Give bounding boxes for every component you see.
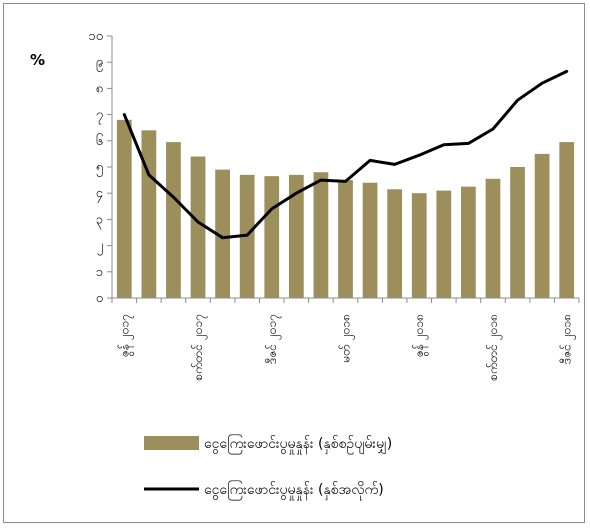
y-tick-label: ၉ xyxy=(96,55,103,72)
legend-item-line: ငွေကြေးဖောင်းပွမှုနှုန်း (နှစ်အလိုက်) xyxy=(144,481,384,500)
bar xyxy=(411,193,427,298)
bar xyxy=(362,182,378,298)
chart: ၀ ၁ ၂ ၃ ၄ ၅ ၆ ၇ ၈ ၉ ၁၀ ဇွန် ၂၀၁၇ စက်တင် ၂၀၁၇ ဒီဇင် ၂… xyxy=(30,29,580,500)
bar xyxy=(559,142,575,298)
bar xyxy=(141,130,157,298)
bar xyxy=(485,178,501,298)
bar xyxy=(166,142,181,298)
y-tick-label: ၄ xyxy=(96,186,104,203)
series-line xyxy=(122,69,569,240)
y-tick-label: ၀ xyxy=(96,291,103,306)
y-tick-label: ၇ xyxy=(96,108,103,125)
x-tick-label: ဒီဇင် ၂၀၁၈ xyxy=(559,314,577,364)
y-axis: ၀ ၁ ၂ ၃ ၄ ၅ ၆ ၇ ၈ ၉ ၁၀ xyxy=(88,29,113,306)
bar xyxy=(313,172,329,298)
bar xyxy=(461,186,476,298)
bar xyxy=(387,189,403,298)
bar xyxy=(116,119,132,298)
legend-swatch-bar xyxy=(144,436,199,450)
chart-frame: ၀ ၁ ၂ ၃ ၄ ၅ ၆ ၇ ၈ ၉ ၁၀ ဇွန် ၂၀၁၇ စက်တင် ၂၀၁၇ ဒီဇင် ၂… xyxy=(3,3,585,523)
x-tick-label: မတ် ၂၀၁၈ xyxy=(338,314,356,363)
x-axis: ဇွန် ၂၀၁၇ စက်တင် ၂၀၁၇ ဒီဇင် ၂၀၁၇ မတ် ၂၀၁၈ ဇွ… xyxy=(111,297,580,381)
bar xyxy=(264,176,280,298)
bar xyxy=(510,167,525,298)
bar xyxy=(190,156,206,298)
y-tick-label: ၃ xyxy=(96,212,103,229)
y-tick-label: ၁၀ xyxy=(88,29,103,44)
bar xyxy=(338,180,353,298)
legend-label-line: ငွေကြေးဖောင်းပွမှုနှုန်း (နှစ်အလိုက်) xyxy=(204,481,384,500)
bar xyxy=(436,190,452,298)
y-tick-label: ၂ xyxy=(97,239,103,256)
unit-label: % xyxy=(30,51,45,69)
y-tick-label: ၆ xyxy=(96,133,103,149)
y-tick-label: ၈ xyxy=(96,81,103,96)
x-tick-label: စက်တင် ၂၀၁၇ xyxy=(190,314,208,381)
x-tick-label: ဒီဇင် ၂၀၁၇ xyxy=(264,314,282,364)
x-tick-label: ဇွန် ၂၀၁၇ xyxy=(116,314,134,357)
legend-item-bars: ငွေကြေးဖောင်းပွမှုနှုန်း (နှစ်စဉ်ပျမ်းမျ… xyxy=(144,435,392,454)
y-tick-label: ၁ xyxy=(96,265,103,280)
legend: ငွေကြေးဖောင်းပွမှုနှုန်း (နှစ်စဉ်ပျမ်းမျ… xyxy=(144,435,392,500)
legend-label-bar: ငွေကြေးဖောင်းပွမှုနှုန်း (နှစ်စဉ်ပျမ်းမျ… xyxy=(204,435,392,454)
x-tick-label: စက်တင် ၂၀၁၈ xyxy=(485,314,503,381)
y-tick-label: ၅ xyxy=(96,160,103,177)
bar xyxy=(288,174,304,298)
bar xyxy=(534,153,550,298)
line-series xyxy=(122,69,569,240)
bar xyxy=(215,169,230,298)
x-tick-label: ဇွန် ၂၀၁၈ xyxy=(411,314,429,357)
